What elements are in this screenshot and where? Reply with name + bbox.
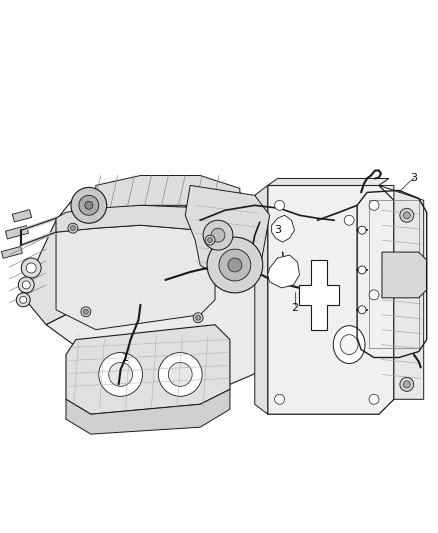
Circle shape xyxy=(275,394,285,404)
Circle shape xyxy=(83,309,88,314)
Circle shape xyxy=(358,306,366,314)
Ellipse shape xyxy=(340,335,358,354)
Circle shape xyxy=(26,263,36,273)
Circle shape xyxy=(109,362,133,386)
Circle shape xyxy=(203,220,233,250)
Circle shape xyxy=(81,307,91,317)
Ellipse shape xyxy=(201,195,211,206)
Polygon shape xyxy=(185,185,270,280)
Ellipse shape xyxy=(333,326,365,364)
Circle shape xyxy=(400,208,414,222)
Circle shape xyxy=(159,352,202,397)
Circle shape xyxy=(168,362,192,386)
Ellipse shape xyxy=(112,189,130,211)
Circle shape xyxy=(344,215,354,225)
Circle shape xyxy=(193,313,203,322)
Circle shape xyxy=(85,201,93,209)
Circle shape xyxy=(196,315,201,320)
Circle shape xyxy=(22,281,30,289)
Ellipse shape xyxy=(116,195,126,206)
Ellipse shape xyxy=(197,189,215,211)
Ellipse shape xyxy=(145,195,155,206)
Circle shape xyxy=(207,237,263,293)
Circle shape xyxy=(369,200,379,211)
Circle shape xyxy=(68,223,78,233)
Circle shape xyxy=(403,212,410,219)
Circle shape xyxy=(21,258,41,278)
Circle shape xyxy=(369,290,379,300)
Polygon shape xyxy=(268,185,394,414)
Circle shape xyxy=(403,381,410,388)
Circle shape xyxy=(18,277,34,293)
Circle shape xyxy=(219,249,251,281)
Circle shape xyxy=(400,377,414,391)
Polygon shape xyxy=(300,260,339,330)
Polygon shape xyxy=(268,179,389,185)
Text: 2: 2 xyxy=(291,303,298,313)
Bar xyxy=(5,225,28,239)
Circle shape xyxy=(358,266,366,274)
Circle shape xyxy=(369,394,379,404)
Bar xyxy=(1,246,22,259)
Circle shape xyxy=(208,238,212,243)
Ellipse shape xyxy=(170,189,187,211)
Polygon shape xyxy=(272,215,294,242)
Circle shape xyxy=(99,352,142,397)
Bar xyxy=(12,209,32,222)
Polygon shape xyxy=(96,175,240,212)
Text: 3: 3 xyxy=(274,225,281,235)
Polygon shape xyxy=(379,185,424,399)
Circle shape xyxy=(79,196,99,215)
Text: 3: 3 xyxy=(410,173,417,183)
Polygon shape xyxy=(382,252,427,298)
Polygon shape xyxy=(56,205,240,240)
Polygon shape xyxy=(56,225,215,330)
Polygon shape xyxy=(255,185,268,414)
Circle shape xyxy=(205,235,215,245)
Polygon shape xyxy=(268,255,300,288)
Circle shape xyxy=(16,293,30,307)
Circle shape xyxy=(211,228,225,242)
Polygon shape xyxy=(21,220,76,325)
Polygon shape xyxy=(46,220,265,384)
Circle shape xyxy=(20,296,27,303)
Circle shape xyxy=(275,200,285,211)
Circle shape xyxy=(71,225,75,231)
Text: 1: 1 xyxy=(122,352,129,362)
Ellipse shape xyxy=(173,195,183,206)
Circle shape xyxy=(228,258,242,272)
Polygon shape xyxy=(66,325,230,414)
Ellipse shape xyxy=(141,189,159,211)
Circle shape xyxy=(71,188,107,223)
Polygon shape xyxy=(66,389,230,434)
Circle shape xyxy=(358,226,366,234)
Polygon shape xyxy=(56,179,255,235)
